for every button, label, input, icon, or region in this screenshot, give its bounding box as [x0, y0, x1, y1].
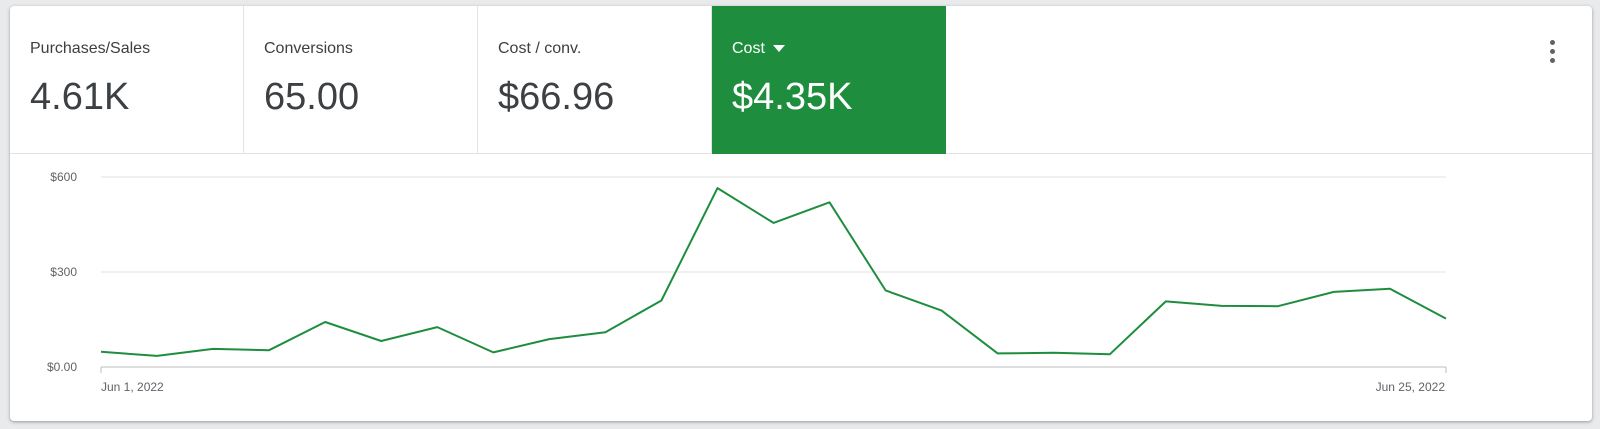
data-point[interactable]: [1216, 300, 1228, 312]
data-point[interactable]: [375, 335, 387, 347]
data-point[interactable]: [1160, 295, 1172, 307]
metric-label: Conversions: [264, 40, 353, 57]
metric-dropdown[interactable]: Cost: [732, 40, 785, 58]
data-point[interactable]: [936, 305, 948, 317]
metric-label: Purchases/Sales: [30, 40, 151, 57]
metric-value: $4.35K: [732, 76, 853, 118]
metric-tile-cost-per-conv[interactable]: Cost / conv. $66.96: [478, 6, 712, 154]
data-point[interactable]: [880, 284, 892, 296]
data-point[interactable]: [543, 333, 555, 345]
data-point[interactable]: [1328, 286, 1340, 298]
data-point[interactable]: [95, 346, 107, 358]
header-spacer: [946, 6, 1592, 154]
data-point[interactable]: [319, 316, 331, 328]
performance-card: Purchases/Sales 4.61K Conversions 65.00 …: [10, 6, 1592, 421]
x-tick-label-start: Jun 1, 2022: [101, 380, 164, 394]
metric-value: 65.00: [264, 76, 360, 118]
caret-down-icon: [772, 45, 785, 52]
series-line-cost: [100, 187, 1447, 357]
data-point[interactable]: [768, 217, 780, 229]
y-tick-label: $600: [50, 170, 77, 184]
data-point[interactable]: [1104, 348, 1116, 360]
metric-label: Cost: [732, 40, 765, 57]
data-point[interactable]: [824, 196, 836, 208]
data-point[interactable]: [263, 344, 275, 356]
data-point[interactable]: [1440, 313, 1452, 325]
data-point[interactable]: [711, 182, 723, 194]
data-point[interactable]: [431, 321, 443, 333]
data-point[interactable]: [599, 326, 611, 338]
metric-tile-purchases[interactable]: Purchases/Sales 4.61K: [10, 6, 244, 154]
x-tick-label-end: Jun 25, 2022: [1376, 380, 1446, 394]
data-point[interactable]: [207, 343, 219, 355]
data-point[interactable]: [487, 346, 499, 358]
data-point[interactable]: [1048, 347, 1060, 359]
y-tick-label: $300: [50, 265, 77, 279]
data-point[interactable]: [992, 347, 1004, 359]
data-point[interactable]: [1272, 300, 1284, 312]
y-tick-label: $0.00: [47, 360, 77, 374]
metric-tile-cost[interactable]: Cost $4.35K: [712, 6, 946, 154]
metric-value: $66.96: [498, 76, 615, 118]
metric-tile-conversions[interactable]: Conversions 65.00: [244, 6, 478, 154]
data-point[interactable]: [1384, 283, 1396, 295]
cost-line-chart: $0.00 $300 $600 Jun 1, 2022 Jun 25, 2022: [47, 170, 1452, 394]
metric-tiles: Purchases/Sales 4.61K Conversions 65.00 …: [10, 6, 946, 154]
metric-value: 4.61K: [30, 76, 130, 118]
more-vert-icon[interactable]: [1540, 36, 1564, 66]
metric-label: Cost / conv.: [498, 40, 582, 57]
data-point[interactable]: [655, 295, 667, 307]
data-point[interactable]: [151, 350, 163, 362]
